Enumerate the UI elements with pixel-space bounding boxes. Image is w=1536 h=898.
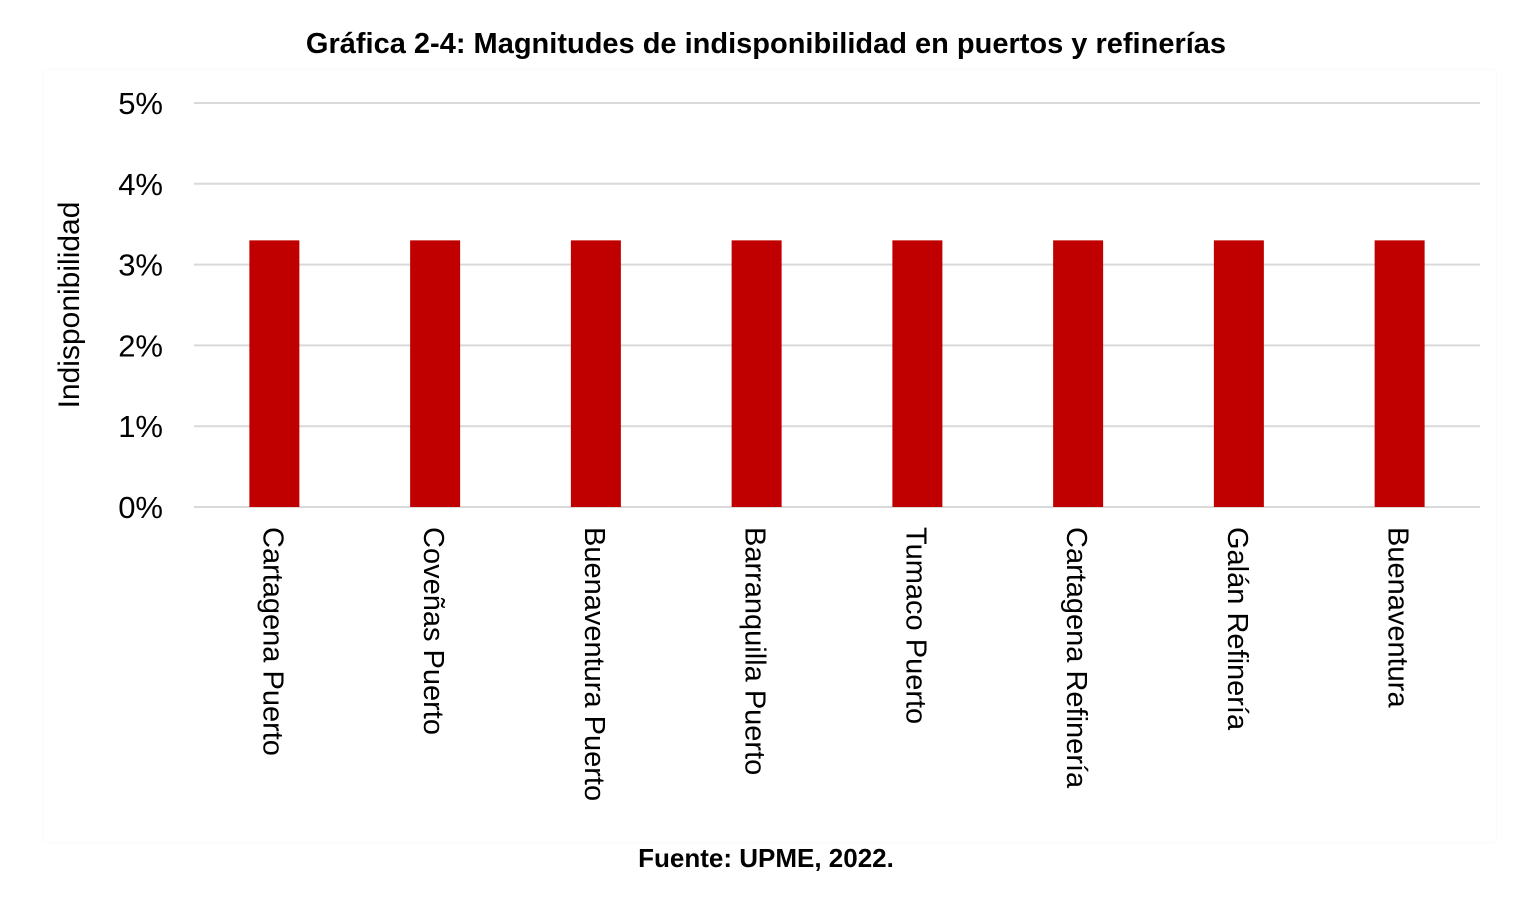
x-tick-label: Buenaventura — [1382, 527, 1414, 708]
y-tick-label: 4% — [118, 167, 163, 202]
bar — [731, 240, 782, 508]
bar — [1053, 240, 1104, 508]
chart-source: Fuente: UPME, 2022. — [638, 843, 894, 873]
x-tick-label: Tumaco Puerto — [899, 527, 931, 724]
x-tick-label: Coveñas Puerto — [417, 527, 449, 735]
y-tick-label: 0% — [118, 490, 163, 525]
x-tick-label: Cartagena Puerto — [256, 527, 288, 756]
bar — [249, 240, 300, 508]
bar — [570, 240, 621, 508]
bar — [1213, 240, 1264, 508]
y-tick-label: 3% — [118, 248, 163, 283]
bar — [410, 240, 461, 508]
x-tick-label: Buenaventura Puerto — [578, 527, 610, 801]
x-tick-label: Barranquilla Puerto — [739, 527, 771, 775]
bar — [1374, 240, 1425, 508]
y-tick-label: 5% — [118, 86, 163, 121]
y-tick-label: 2% — [118, 328, 163, 363]
chart-title: Gráfica 2-4: Magnitudes de indisponibili… — [305, 28, 1227, 60]
y-axis-label: Indisponibilidad — [53, 202, 86, 409]
bar — [892, 240, 943, 508]
x-tick-label: Galán Refinería — [1221, 527, 1253, 731]
x-tick-label: Cartagena Refinería — [1060, 527, 1092, 789]
y-tick-label: 1% — [118, 409, 163, 444]
